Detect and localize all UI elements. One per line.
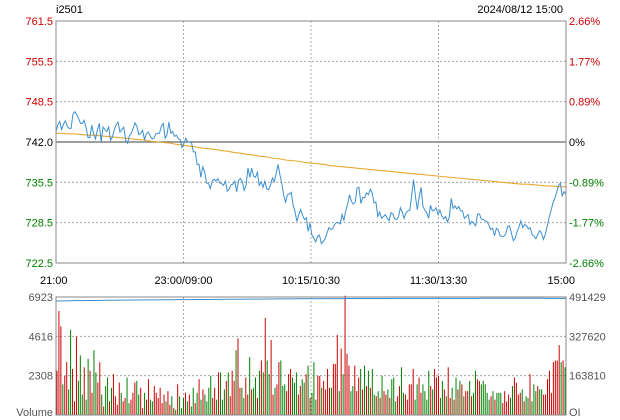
volume-tick-label: 6923 — [29, 292, 53, 304]
average-price-line — [56, 132, 566, 188]
volume-tick-label: 2308 — [29, 371, 53, 383]
oi-tick-label: 163810 — [569, 371, 606, 383]
time-tick-label: 23:00/09:00 — [154, 275, 212, 287]
price-tick-label: 742.0 — [25, 137, 53, 149]
volume-tick-label: Volume — [16, 407, 53, 419]
price-lines — [55, 110, 567, 245]
percent-tick-label: 2.66% — [569, 16, 600, 28]
price-tick-label: 735.5 — [25, 177, 53, 189]
time-axis: 21:00 23:00/09:00 10:15/10:30 11:30/13:30 15… — [40, 275, 575, 287]
price-tick-label: 761.5 — [25, 16, 53, 28]
percent-tick-label: 0.89% — [569, 97, 600, 109]
percent-tick-label: 1.77% — [569, 56, 600, 68]
oi-tick-label: 491429 — [569, 292, 606, 304]
volume-bars — [56, 295, 566, 415]
oi-tick-label: OI — [569, 407, 581, 419]
oi-axis-right: 491429 327620 163810 OI — [569, 292, 606, 419]
volume-panel-frame — [55, 296, 567, 416]
price-tick-label: 722.5 — [25, 258, 53, 270]
price-tick-label: 728.5 — [25, 218, 53, 230]
price-axis-left: 761.5 755.5 748.5 742.0 735.5 728.5 722.5 — [25, 16, 53, 270]
volume-tick-label: 4616 — [29, 331, 53, 343]
time-tick-label: 21:00 — [40, 275, 68, 287]
time-tick-label: 11:30/13:30 — [410, 275, 467, 287]
open-interest-path — [55, 297, 567, 302]
volume-axis-left: 6923 4616 2308 Volume — [16, 292, 53, 419]
price-panel-frame — [55, 20, 567, 264]
percent-tick-label: -2.66% — [569, 258, 604, 270]
open-interest-line — [55, 297, 567, 302]
time-tick-label: 15:00 — [547, 275, 575, 287]
datetime-label: 2024/08/12 15:00 — [477, 4, 563, 16]
price-panel: 761.5 755.5 748.5 742.0 735.5 728.5 722.5 2.66… — [25, 16, 604, 287]
percent-tick-label: -0.89% — [569, 177, 604, 189]
percent-tick-label: 0% — [569, 137, 585, 149]
time-tick-label: 10:15/10:30 — [282, 275, 340, 287]
percent-tick-label: -1.77% — [569, 218, 604, 230]
price-line — [55, 110, 567, 245]
price-tick-label: 748.5 — [25, 97, 53, 109]
oi-tick-label: 327620 — [569, 331, 606, 343]
percent-axis-right: 2.66% 1.77% 0.89% 0% -0.89% -1.77% -2.66% — [569, 16, 604, 270]
symbol-label: i2501 — [56, 4, 83, 16]
price-tick-label: 755.5 — [25, 56, 53, 68]
volume-panel: 6923 4616 2308 Volume 491429 327620 163810 OI — [16, 292, 605, 419]
